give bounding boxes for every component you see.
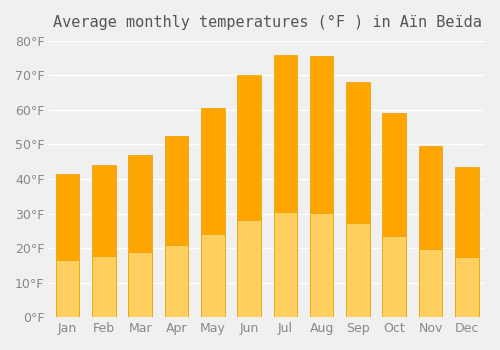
Bar [201,108,224,317]
Bar [128,252,152,317]
Bar [164,136,188,317]
Title: Average monthly temperatures (°F ) in Aïn Beïda: Average monthly temperatures (°F ) in Aï… [52,15,482,30]
Bar [92,256,116,317]
Bar [274,212,297,317]
Bar [56,174,80,317]
Bar [455,257,478,317]
Bar [237,220,261,317]
Bar [92,165,116,317]
Bar [237,76,261,317]
Bar [418,249,442,317]
Bar [128,155,152,317]
Bar [310,56,334,317]
Bar [201,233,224,317]
Bar [56,260,80,317]
Bar [310,213,334,317]
Bar [418,146,442,317]
Bar [382,236,406,317]
Bar [455,167,478,317]
Bar [346,82,370,317]
Bar [382,113,406,317]
Bar [346,223,370,317]
Bar [274,55,297,317]
Bar [164,245,188,317]
